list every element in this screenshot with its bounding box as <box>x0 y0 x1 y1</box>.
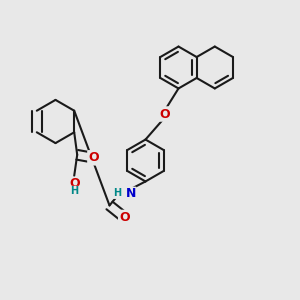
Text: O: O <box>160 107 170 121</box>
Text: O: O <box>88 151 99 164</box>
Text: H: H <box>113 188 122 199</box>
Text: N: N <box>125 187 136 200</box>
Text: O: O <box>69 177 80 190</box>
Text: O: O <box>119 211 130 224</box>
Text: H: H <box>70 186 78 196</box>
